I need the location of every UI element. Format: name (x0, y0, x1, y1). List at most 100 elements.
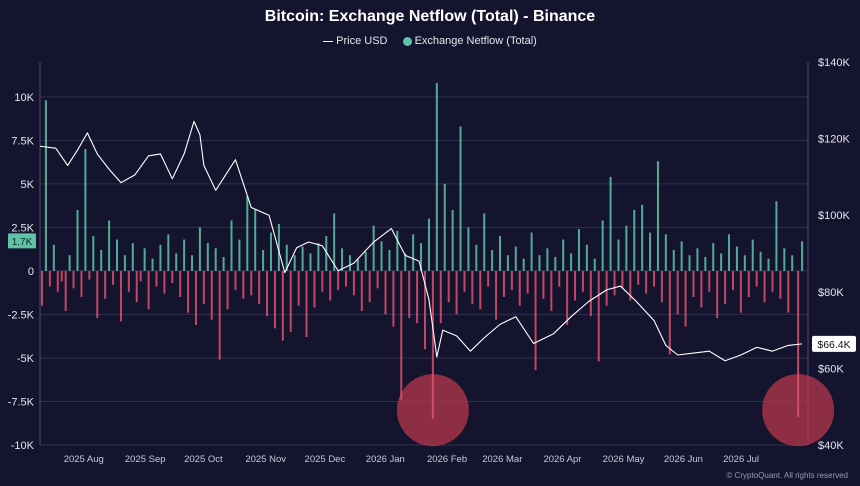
netflow-bar (558, 270, 561, 287)
netflow-bar (202, 270, 205, 304)
netflow-bar (167, 234, 170, 271)
netflow-bar (372, 225, 375, 271)
netflow-bar (577, 229, 580, 271)
netflow-bar (48, 270, 51, 287)
netflow-bar (131, 243, 134, 271)
netflow-bar (297, 270, 300, 306)
left-tick-label: -7.5K (8, 396, 35, 408)
netflow-bar (459, 126, 462, 271)
netflow-bar (637, 270, 640, 285)
right-tick-label: $40K (818, 440, 844, 452)
netflow-bar (518, 270, 521, 306)
netflow-bar (562, 239, 565, 271)
netflow-bar (147, 270, 150, 310)
netflow-bar (664, 234, 667, 271)
netflow-bar (119, 270, 122, 322)
right-tick-label: $60K (818, 363, 844, 375)
netflow-bar (92, 236, 95, 271)
netflow-bar (345, 270, 348, 287)
netflow-bar (333, 213, 336, 271)
left-tick-label: 0 (28, 266, 34, 278)
netflow-bar (783, 248, 786, 271)
netflow-bar (214, 248, 217, 271)
netflow-bar (491, 250, 494, 271)
legend-item-price[interactable]: Price USD (323, 35, 390, 47)
netflow-bar (589, 270, 592, 317)
netflow-bar (747, 270, 750, 298)
x-tick-label: 2025 Nov (245, 454, 286, 465)
netflow-bar (368, 270, 371, 303)
netflow-bar (352, 270, 355, 296)
netflow-bar (234, 270, 237, 291)
netflow-bar (467, 227, 470, 271)
netflow-bar (720, 253, 723, 271)
netflow-bar (514, 246, 517, 271)
netflow-bar (609, 176, 612, 271)
netflow-bar (613, 270, 616, 296)
netflow-bar (313, 270, 316, 308)
price-line (39, 120, 803, 362)
netflow-bar (787, 270, 790, 313)
netflow-bar (360, 270, 363, 311)
netflow-bar (151, 258, 154, 271)
netflow-bar (56, 270, 59, 292)
netflow-bar (633, 209, 636, 271)
netflow-bar (550, 270, 553, 311)
netflow-bar (660, 270, 663, 303)
netflow-bar (218, 270, 221, 360)
netflow-bar (325, 236, 328, 271)
netflow-bar (88, 270, 91, 280)
netflow-bar (522, 258, 525, 271)
legend-item-netflow[interactable]: Exchange Netflow (Total) (402, 35, 537, 47)
left-tick-label: -2.5K (8, 309, 35, 321)
netflow-bar (242, 270, 245, 299)
netflow-bar (625, 225, 628, 271)
netflow-bar (396, 230, 399, 271)
watermark: © CryptoQuant. All rights reserved (726, 471, 849, 480)
x-tick-label: 2025 Sep (125, 454, 166, 465)
netflow-bar (187, 270, 190, 313)
netflow-bar (380, 241, 383, 271)
netflow-bar (412, 234, 415, 271)
netflow-bar (420, 243, 423, 271)
netflow-bar (735, 246, 738, 271)
netflow-bar (309, 253, 312, 271)
netflow-bar (743, 255, 746, 271)
netflow-bar (127, 270, 130, 292)
netflow-bar (52, 244, 55, 271)
netflow-bar (289, 270, 292, 332)
netflow-bar (621, 270, 624, 289)
netflow-bar (570, 253, 573, 271)
netflow-bar (400, 270, 403, 400)
netflow-bar (668, 270, 671, 355)
netflow-bar (483, 213, 486, 271)
netflow-bar (763, 270, 766, 303)
netflow-bar (510, 270, 513, 291)
netflow-bar (574, 270, 577, 301)
netflow-bar (44, 100, 47, 271)
netflow-bar (704, 256, 707, 271)
netflow-bar (499, 236, 502, 271)
netflow-bar (116, 239, 118, 271)
netflow-bar (404, 253, 407, 271)
netflow-bar (526, 270, 529, 294)
netflow-bar (80, 270, 83, 298)
x-tick-label: 2025 Oct (184, 454, 223, 465)
netflow-bar (645, 270, 648, 294)
netflow-bar (84, 149, 87, 271)
x-tick-label: 2026 Apr (543, 454, 581, 465)
left-tick-label: 7.5K (11, 135, 34, 147)
netflow-bar (451, 209, 454, 271)
netflow-bar (254, 209, 257, 271)
netflow-bar (222, 256, 225, 271)
netflow-bar (724, 270, 727, 304)
netflow-bar (716, 270, 719, 318)
netflow-bar (408, 270, 411, 318)
netflow-bar (479, 270, 482, 310)
right-tick-label: $100K (818, 210, 850, 222)
netflow-bar (301, 246, 304, 271)
netflow-bar (700, 270, 703, 308)
right-tick-label: $140K (818, 57, 850, 69)
netflow-bar (566, 270, 569, 325)
netflow-bar (64, 270, 67, 311)
